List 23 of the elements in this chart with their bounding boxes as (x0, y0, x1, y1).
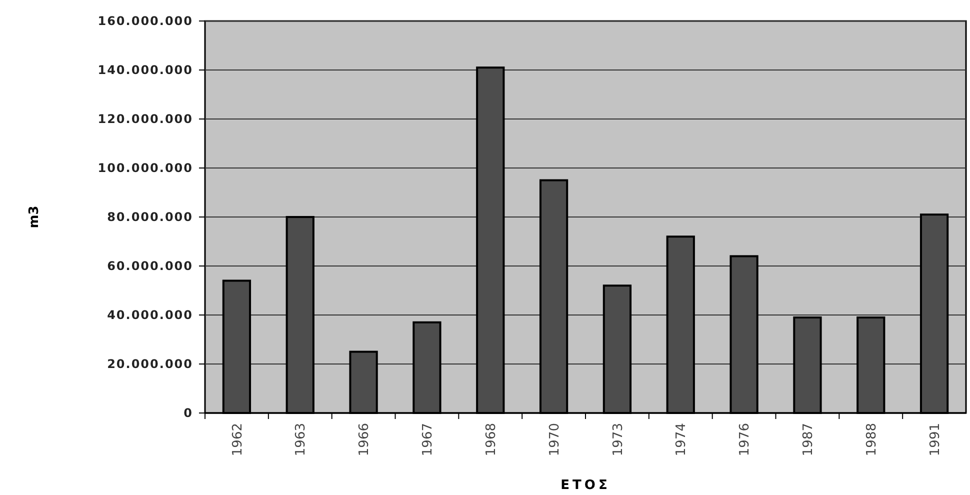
y-axis-title: m3 (27, 206, 42, 228)
y-tick-label: 120.000.000 (98, 112, 193, 126)
x-tick-label: 1963 (294, 423, 309, 456)
y-tick-label: 160.000.000 (98, 14, 193, 28)
x-tick-label: 1974 (674, 423, 690, 456)
x-tick-label: 1967 (420, 423, 436, 456)
x-tick-label: 1970 (547, 423, 562, 456)
y-tick-label: 80.000.000 (107, 210, 193, 224)
y-tick-label: 0 (184, 406, 193, 420)
x-tick-label: 1987 (801, 423, 816, 456)
x-tick-label: 1966 (357, 423, 372, 456)
y-tick-label: 140.000.000 (98, 63, 193, 78)
y-tick-label: 60.000.000 (107, 259, 193, 274)
x-tick-label: 1973 (610, 423, 626, 456)
x-tick-label: 1962 (230, 423, 246, 456)
x-tick-label: 1988 (864, 423, 880, 456)
x-tick-label: 1976 (738, 423, 753, 456)
x-tick-label: 1991 (928, 423, 943, 456)
y-tick-label: 100.000.000 (98, 161, 193, 176)
y-tick-label: 20.000.000 (107, 357, 193, 372)
y-tick-label: 40.000.000 (107, 308, 193, 322)
x-axis-title: ΕΤΟΣ (560, 478, 610, 493)
x-tick-label: 1968 (484, 423, 499, 456)
